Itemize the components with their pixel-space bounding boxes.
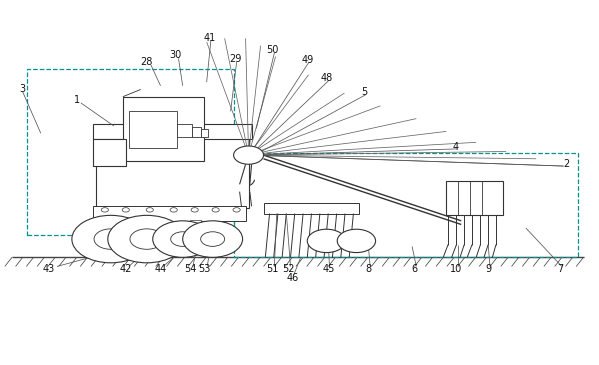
Bar (192, 127, 201, 137)
Text: 4: 4 (452, 142, 458, 152)
Circle shape (130, 229, 164, 249)
Bar (93, 206, 246, 221)
Text: 28: 28 (141, 57, 153, 67)
Text: 45: 45 (322, 264, 334, 274)
Text: 49: 49 (301, 55, 313, 65)
Circle shape (183, 221, 243, 257)
Circle shape (72, 215, 150, 263)
Bar (119, 219, 132, 227)
Circle shape (337, 229, 376, 253)
Circle shape (233, 208, 240, 212)
Text: 52: 52 (283, 264, 295, 274)
Bar (123, 97, 204, 161)
Circle shape (212, 208, 219, 212)
Circle shape (191, 208, 198, 212)
Bar (201, 129, 208, 137)
Text: 1: 1 (74, 95, 80, 105)
Text: 6: 6 (412, 264, 418, 274)
Text: 51: 51 (267, 264, 279, 274)
Text: 9: 9 (485, 264, 491, 274)
Text: 7: 7 (557, 264, 563, 274)
Circle shape (122, 208, 129, 212)
Circle shape (170, 208, 177, 212)
Bar (155, 219, 168, 227)
Circle shape (234, 146, 264, 164)
Circle shape (146, 208, 153, 212)
Text: 5: 5 (361, 87, 367, 97)
Circle shape (171, 232, 195, 246)
Circle shape (94, 229, 128, 249)
Text: 54: 54 (184, 264, 196, 274)
Text: 41: 41 (204, 33, 216, 43)
Circle shape (201, 232, 225, 246)
Bar (190, 220, 201, 227)
Bar (129, 111, 177, 148)
Bar (177, 124, 192, 137)
Circle shape (108, 215, 186, 263)
Circle shape (153, 221, 213, 257)
Text: 50: 50 (267, 45, 279, 55)
Text: 53: 53 (199, 264, 211, 274)
Bar (93, 139, 126, 166)
Text: 43: 43 (43, 264, 55, 274)
Bar (234, 153, 578, 257)
Text: 8: 8 (365, 264, 371, 274)
Text: 29: 29 (229, 54, 241, 64)
Text: 30: 30 (170, 50, 181, 61)
Bar (446, 181, 503, 215)
Text: 3: 3 (20, 84, 26, 95)
Text: 2: 2 (563, 158, 569, 169)
Circle shape (101, 208, 108, 212)
Bar (96, 137, 249, 208)
Text: 46: 46 (286, 273, 298, 283)
Text: 48: 48 (320, 73, 332, 84)
Text: 44: 44 (155, 264, 167, 274)
Circle shape (307, 229, 346, 253)
Text: 42: 42 (120, 264, 132, 274)
Text: 10: 10 (450, 264, 462, 274)
Bar (264, 203, 359, 214)
Bar (93, 124, 252, 139)
Bar (27, 69, 234, 235)
